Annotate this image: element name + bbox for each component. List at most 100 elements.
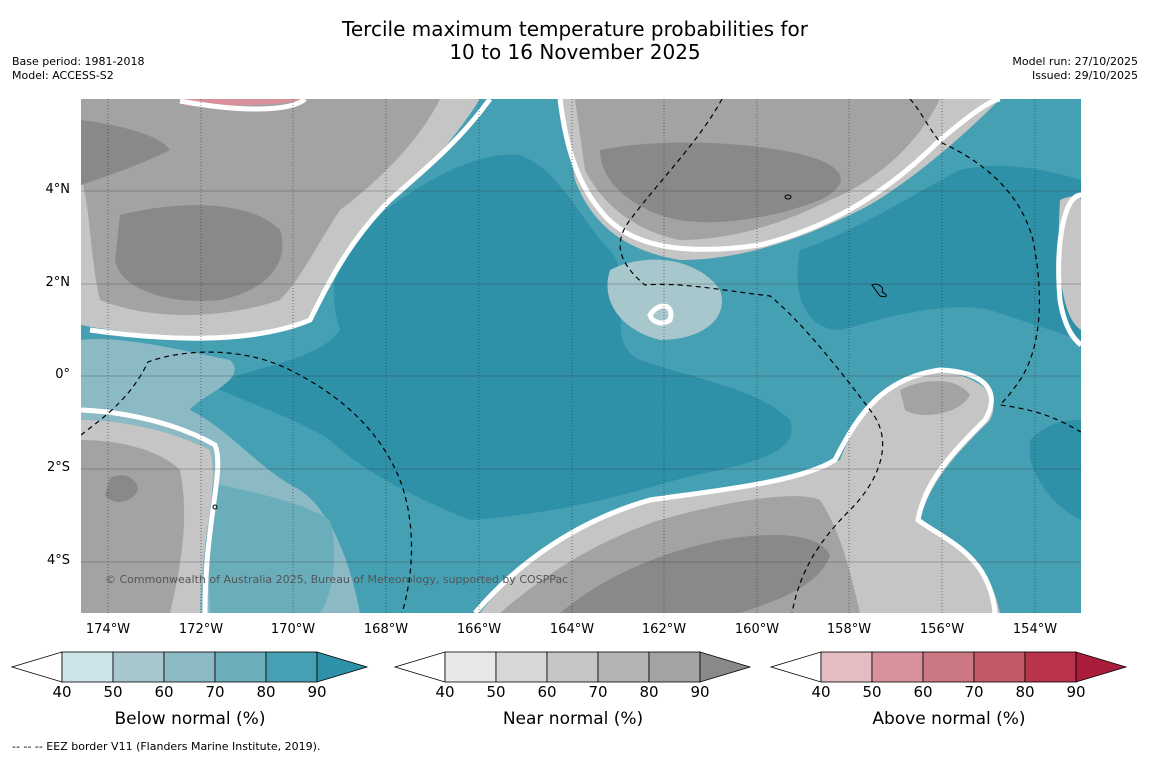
colorbar-below-bin-5 — [265, 651, 318, 683]
colorbar-above-upper-arrow — [1075, 651, 1128, 683]
meta-left: Base period: 1981-2018 Model: ACCESS-S2 — [12, 55, 144, 83]
colorbar-above-bin-3 — [922, 651, 975, 683]
colorbar-below — [10, 651, 369, 683]
cb-near-tick-50: 50 — [486, 683, 506, 701]
colorbar-near-label: Near normal (%) — [502, 709, 644, 729]
colorbar-near-bin-5 — [648, 651, 701, 683]
colorbar-near-bin-4 — [597, 651, 650, 683]
colorbar-below-upper-arrow — [316, 651, 369, 683]
cb-below-tick-40: 40 — [52, 683, 72, 701]
model-run: Model run: 27/10/2025 — [1012, 55, 1138, 68]
lon-label-174w: 174°W — [85, 622, 131, 637]
cb-above-tick-80: 80 — [1015, 683, 1035, 701]
contour-40-white-4 — [473, 367, 998, 613]
lon-label-166w: 166°W — [456, 622, 502, 637]
near-normal-east-dark — [900, 380, 970, 415]
eez-legend-note: -- -- -- EEZ border V11 (Flanders Marine… — [12, 740, 321, 753]
lon-label-162w: 162°W — [641, 622, 687, 637]
lat-label-2s: 2°S — [46, 460, 70, 475]
cb-below-tick-90: 90 — [307, 683, 327, 701]
lat-label-0: 0° — [55, 367, 70, 382]
island-outline-2 — [784, 194, 792, 200]
island-outline-1 — [871, 283, 887, 298]
cb-below-tick-70: 70 — [205, 683, 225, 701]
contour-40-white-3 — [81, 407, 221, 613]
lon-label-160w: 160°W — [734, 622, 780, 637]
cb-near-tick-90: 90 — [690, 683, 710, 701]
issued-date: Issued: 29/10/2025 — [1031, 69, 1138, 82]
colorbar-near-bin-1 — [444, 651, 497, 683]
colorbar-below-label: Below normal (%) — [114, 709, 266, 729]
near-normal-northwest-darkest — [115, 205, 283, 301]
colorbar-near-bin-2 — [495, 651, 548, 683]
colorbar-below-bin-4 — [214, 651, 267, 683]
islands — [212, 194, 887, 510]
colorbar-below-bin-2 — [112, 651, 165, 683]
lat-label-4n: 4°N — [45, 182, 71, 197]
lat-label-4s: 4°S — [46, 553, 70, 568]
cb-above-tick-50: 50 — [862, 683, 882, 701]
near-normal-southwest-darkest — [105, 475, 138, 502]
model-name: Model: ACCESS-S2 — [12, 69, 114, 82]
near-normal-north-center-darkest — [600, 142, 841, 223]
cb-near-tick-70: 70 — [588, 683, 608, 701]
below-normal-core-east — [797, 165, 1081, 340]
near-normal-east-edge — [1058, 196, 1081, 330]
lon-label-164w: 164°W — [549, 622, 595, 637]
below-normal-core-southeast — [1030, 420, 1081, 520]
colorbar-near-lower-arrow — [393, 651, 446, 683]
contour-40-white-5 — [1056, 192, 1081, 347]
colorbar-above-lower-arrow — [769, 651, 822, 683]
eez-borders — [81, 99, 1081, 613]
colorbar-above-bin-4 — [973, 651, 1026, 683]
cb-near-tick-60: 60 — [537, 683, 557, 701]
contour-40-white-2 — [557, 99, 1001, 252]
cb-near-tick-40: 40 — [435, 683, 455, 701]
lon-label-158w: 158°W — [826, 622, 872, 637]
lon-label-172w: 172°W — [178, 622, 224, 637]
colorbar-above-bin-1 — [820, 651, 873, 683]
contour-40-white-7 — [647, 303, 674, 326]
title-line-2: 10 to 16 November 2025 — [449, 40, 701, 64]
copyright-notice: © Commonwealth of Australia 2025, Bureau… — [105, 573, 569, 586]
title-line-1: Tercile maximum temperature probabilitie… — [342, 17, 808, 41]
map-field — [81, 99, 1081, 613]
lon-label-168w: 168°W — [363, 622, 409, 637]
cb-above-tick-90: 90 — [1066, 683, 1086, 701]
colorbar-above-bin-2 — [871, 651, 924, 683]
colorbar-below-bin-1 — [61, 651, 114, 683]
lon-label-156w: 156°W — [919, 622, 965, 637]
latitude-lines — [81, 190, 1081, 563]
near-normal-southeast-darkest — [560, 535, 830, 613]
below-normal-mid-west — [200, 480, 335, 613]
colorbar-above-bin-5 — [1024, 651, 1077, 683]
near-normal-southwest-dark — [81, 440, 185, 613]
contour-40-white-6 — [179, 99, 307, 112]
below-normal-light-center — [607, 259, 722, 340]
colorbar-near-upper-arrow — [699, 651, 752, 683]
near-normal-northwest-strip — [81, 120, 170, 185]
colorbar-below-lower-arrow — [10, 651, 63, 683]
cb-above-tick-40: 40 — [811, 683, 831, 701]
cb-near-tick-80: 80 — [639, 683, 659, 701]
colorbar-above-label: Above normal (%) — [872, 709, 1026, 729]
lon-label-170w: 170°W — [270, 622, 316, 637]
colorbar-above — [769, 651, 1128, 683]
cb-below-tick-80: 80 — [256, 683, 276, 701]
cb-below-tick-60: 60 — [154, 683, 174, 701]
meta-right: Model run: 27/10/2025 Issued: 29/10/2025 — [1012, 55, 1138, 83]
colorbar-near — [393, 651, 752, 683]
map-title: Tercile maximum temperature probabilitie… — [0, 18, 1150, 64]
lon-label-154w: 154°W — [1012, 622, 1058, 637]
contour-40-white — [89, 99, 493, 341]
colorbar-near-bin-3 — [546, 651, 599, 683]
below-normal-core-west — [210, 154, 792, 520]
island-outline-3 — [212, 504, 218, 510]
cb-above-tick-60: 60 — [913, 683, 933, 701]
lat-label-2n: 2°N — [45, 275, 71, 290]
cb-below-tick-50: 50 — [103, 683, 123, 701]
cb-above-tick-70: 70 — [964, 683, 984, 701]
colorbar-below-bin-3 — [163, 651, 216, 683]
base-period: Base period: 1981-2018 — [12, 55, 145, 68]
